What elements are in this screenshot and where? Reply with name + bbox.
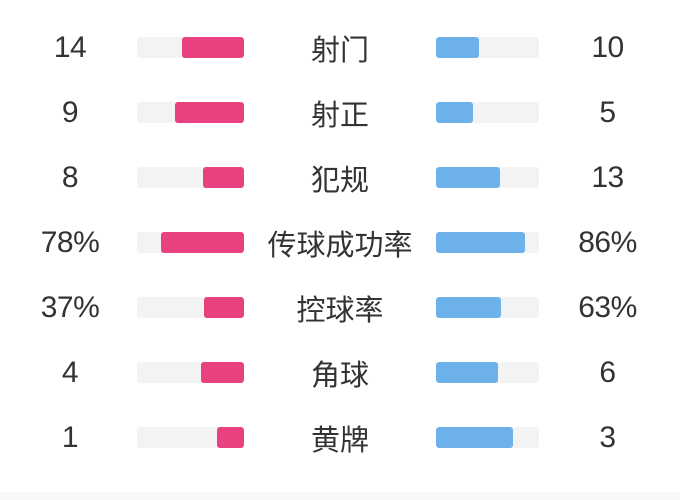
away-value: 63% [578, 290, 637, 324]
away-bar-fill [436, 427, 514, 448]
home-value: 14 [53, 30, 87, 64]
away-bar-fill [436, 362, 498, 383]
stat-row: 1 黄牌 3 [0, 405, 680, 470]
home-bar-track [137, 362, 244, 383]
away-bar-fill [436, 102, 473, 123]
home-value: 8 [61, 160, 79, 194]
away-bar-fill [436, 167, 500, 188]
home-bar-fill [181, 37, 244, 58]
away-bar-track [436, 427, 539, 448]
stat-row: 78% 传球成功率 86% [0, 210, 680, 275]
home-bar-track [137, 167, 244, 188]
away-value: 13 [591, 160, 624, 194]
stat-label: 黄牌 [310, 424, 369, 457]
stat-label: 传球成功率 [267, 229, 413, 262]
away-value: 6 [599, 355, 616, 389]
home-bar-fill [201, 362, 244, 383]
home-bar-fill [217, 427, 244, 448]
home-bar-track [137, 427, 244, 448]
away-bar-fill [436, 232, 525, 253]
home-value: 78% [40, 225, 100, 259]
home-bar-fill [204, 297, 244, 318]
stat-row: 9 射正 5 [0, 80, 680, 145]
stat-label: 控球率 [296, 294, 384, 327]
stat-label: 犯规 [310, 164, 369, 197]
stat-row: 14 射门 10 [0, 15, 680, 80]
away-bar-track [436, 102, 539, 123]
home-bar-track [137, 297, 244, 318]
away-bar-track [436, 232, 539, 253]
away-value: 3 [599, 420, 616, 454]
home-value: 9 [61, 95, 79, 129]
stat-label: 角球 [310, 359, 369, 392]
stat-label: 射正 [310, 99, 369, 132]
away-bar-track [436, 297, 539, 318]
stat-label: 射门 [310, 34, 369, 67]
home-bar-fill [175, 102, 244, 123]
away-value: 86% [578, 225, 637, 259]
away-bar-fill [436, 297, 501, 318]
home-value: 37% [40, 290, 100, 324]
home-bar-fill [203, 167, 244, 188]
stat-row: 4 角球 6 [0, 340, 680, 405]
home-bar-track [137, 102, 244, 123]
stats-rows-container: 14 射门 10 9 射正 5 8 犯规 13 78% [0, 15, 680, 470]
away-bar-track [436, 37, 539, 58]
bottom-divider [0, 492, 680, 500]
stat-row: 37% 控球率 63% [0, 275, 680, 340]
away-bar-track [436, 167, 539, 188]
home-bar-track [137, 37, 244, 58]
home-bar-track [137, 232, 244, 253]
home-value: 4 [61, 355, 79, 389]
home-value: 1 [61, 420, 79, 454]
away-value: 5 [599, 95, 616, 129]
away-bar-track [436, 362, 539, 383]
away-bar-fill [436, 37, 479, 58]
home-bar-fill [160, 232, 244, 253]
away-value: 10 [591, 30, 624, 64]
stat-row: 8 犯规 13 [0, 145, 680, 210]
